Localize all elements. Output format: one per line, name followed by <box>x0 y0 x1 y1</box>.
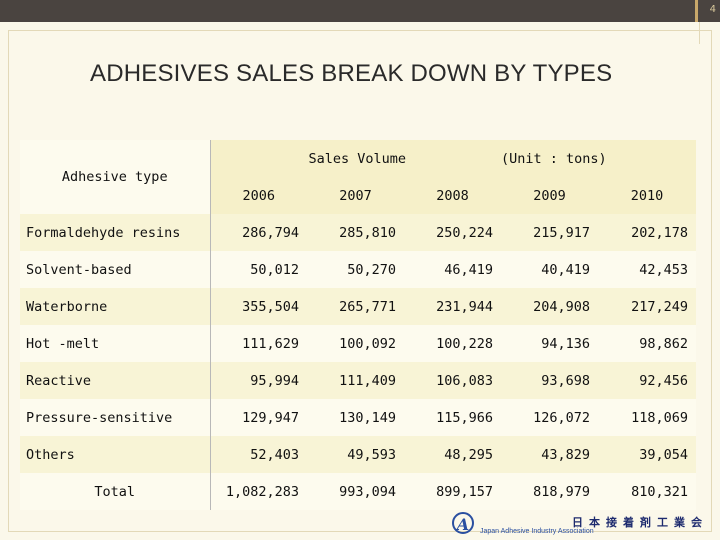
table-row: Hot -melt 111,629 100,092 100,228 94,136… <box>20 325 697 362</box>
cell-value: 202,178 <box>598 214 697 251</box>
cell-value: 126,072 <box>501 399 599 436</box>
cell-value: 42,453 <box>598 251 697 288</box>
cell-value: 50,270 <box>307 251 404 288</box>
cell-value: 285,810 <box>307 214 404 251</box>
slide-number: 4 <box>709 4 716 15</box>
cell-value: 118,069 <box>598 399 697 436</box>
unit-header: (Unit : tons) <box>501 140 697 178</box>
cell-value: 98,862 <box>598 325 697 362</box>
frame-vertical-line <box>699 22 700 44</box>
total-value: 1,082,283 <box>209 473 307 510</box>
top-band-accent <box>695 0 698 22</box>
row-label: Reactive <box>20 362 210 399</box>
cell-value: 52,403 <box>209 436 307 473</box>
cell-value: 231,944 <box>404 288 502 325</box>
cell-value: 217,249 <box>598 288 697 325</box>
row-label: Others <box>20 436 210 473</box>
total-value: 810,321 <box>598 473 697 510</box>
cell-value: 111,629 <box>209 325 307 362</box>
row-label: Pressure-sensitive <box>20 399 210 436</box>
sales-table: Adhesive type Sales Volume (Unit : tons)… <box>20 140 697 510</box>
association-name-japanese: 日本接着剤工業会 <box>572 516 708 529</box>
cell-value: 106,083 <box>404 362 502 399</box>
association-logo-icon: A <box>452 512 474 534</box>
year-header: 2009 <box>501 178 599 214</box>
cell-value: 111,409 <box>307 362 404 399</box>
cell-value: 204,908 <box>501 288 599 325</box>
cell-value: 215,917 <box>501 214 599 251</box>
year-header: 2006 <box>209 178 307 214</box>
cell-value: 250,224 <box>404 214 502 251</box>
row-label: Formaldehyde resins <box>20 214 210 251</box>
table-row: Solvent-based 50,012 50,270 46,419 40,41… <box>20 251 697 288</box>
cell-value: 43,829 <box>501 436 599 473</box>
cell-value: 49,593 <box>307 436 404 473</box>
total-value: 899,157 <box>404 473 502 510</box>
slide-title: ADHESIVES SALES BREAK DOWN BY TYPES <box>90 60 613 87</box>
table-row: Others 52,403 49,593 48,295 43,829 39,05… <box>20 436 697 473</box>
table-row: Pressure-sensitive 129,947 130,149 115,9… <box>20 399 697 436</box>
cell-value: 40,419 <box>501 251 599 288</box>
total-value: 993,094 <box>307 473 404 510</box>
cell-value: 100,228 <box>404 325 502 362</box>
cell-value: 39,054 <box>598 436 697 473</box>
cell-value: 93,698 <box>501 362 599 399</box>
cell-value: 50,012 <box>209 251 307 288</box>
table-row: Waterborne 355,504 265,771 231,944 204,9… <box>20 288 697 325</box>
sales-volume-header: Sales Volume <box>209 140 502 178</box>
cell-value: 46,419 <box>404 251 502 288</box>
total-row: Total 1,082,283 993,094 899,157 818,979 … <box>20 473 697 510</box>
table-row: Reactive 95,994 111,409 106,083 93,698 9… <box>20 362 697 399</box>
cell-value: 355,504 <box>209 288 307 325</box>
association-logo: A 日本接着剤工業会 Japan Adhesive Industry Assoc… <box>452 512 712 538</box>
cell-value: 265,771 <box>307 288 404 325</box>
table-row: Formaldehyde resins 286,794 285,810 250,… <box>20 214 697 251</box>
slide-frame <box>8 30 712 532</box>
year-header: 2007 <box>307 178 404 214</box>
row-label: Waterborne <box>20 288 210 325</box>
row-label: Hot -melt <box>20 325 210 362</box>
cell-value: 95,994 <box>209 362 307 399</box>
cell-value: 115,966 <box>404 399 502 436</box>
row-label: Solvent-based <box>20 251 210 288</box>
total-value: 818,979 <box>501 473 599 510</box>
cell-value: 92,456 <box>598 362 697 399</box>
header-row-years: 2006 2007 2008 2009 2010 <box>20 178 697 214</box>
cell-value: 100,092 <box>307 325 404 362</box>
association-name-english: Japan Adhesive Industry Association <box>480 528 594 535</box>
sales-table-container: Adhesive type Sales Volume (Unit : tons)… <box>20 140 697 510</box>
year-header: 2008 <box>404 178 502 214</box>
cell-value: 94,136 <box>501 325 599 362</box>
year-header: 2010 <box>598 178 697 214</box>
adhesive-type-header: Adhesive type <box>20 140 210 214</box>
cell-value: 130,149 <box>307 399 404 436</box>
top-band <box>0 0 720 22</box>
cell-value: 48,295 <box>404 436 502 473</box>
cell-value: 286,794 <box>209 214 307 251</box>
header-row-volume: Adhesive type Sales Volume (Unit : tons) <box>20 140 697 214</box>
total-label: Total <box>20 473 210 510</box>
cell-value: 129,947 <box>209 399 307 436</box>
